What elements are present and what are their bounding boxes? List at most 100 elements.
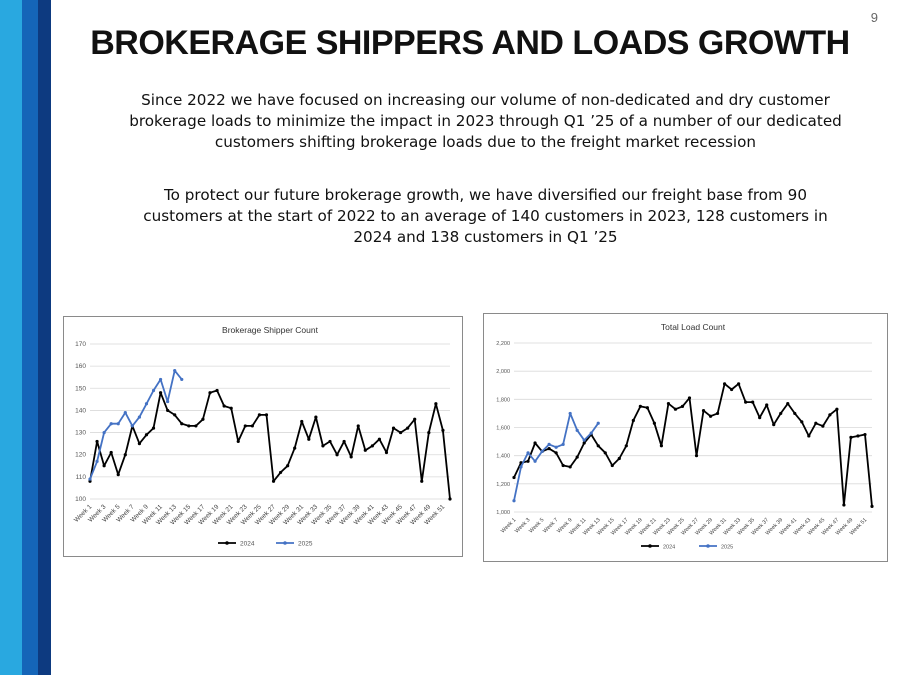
data-point-2024: [342, 439, 346, 444]
data-point-2025: [102, 430, 106, 435]
data-point-2024: [363, 448, 367, 452]
data-point-2024: [448, 497, 452, 501]
y-tick-label: 120: [75, 452, 86, 459]
y-tick-label: 1,600: [496, 426, 510, 432]
data-point-2024: [786, 401, 790, 406]
page-title: BROKERAGE SHIPPERS AND LOADS GROWTH: [90, 24, 850, 62]
data-point-2024: [856, 434, 860, 438]
data-point-2024: [236, 439, 240, 444]
legend-marker-2024: [648, 544, 652, 548]
data-point-2024: [123, 453, 127, 457]
data-point-2025: [575, 428, 579, 432]
legend-label: 2024: [240, 541, 255, 548]
data-point-2025: [561, 442, 565, 446]
data-point-2025: [547, 442, 551, 446]
data-point-2024: [715, 411, 720, 416]
load-count-chart-svg: Total Load Count 1,000 1,200 1,400 1,600 1,80…: [496, 322, 874, 551]
accent-stripe-mid: [22, 0, 38, 675]
data-point-2024: [842, 503, 846, 507]
data-point-2024: [645, 406, 649, 410]
y-tick-label: 150: [75, 385, 86, 392]
data-point-2024: [166, 408, 170, 413]
data-point-2024: [293, 446, 297, 450]
data-point-2024: [434, 402, 438, 406]
data-point-2024: [300, 419, 304, 424]
data-point-2024: [406, 426, 410, 430]
data-point-2024: [229, 406, 233, 410]
data-point-2024: [617, 456, 621, 461]
data-point-2024: [102, 464, 106, 468]
data-point-2024: [793, 411, 797, 416]
y-tick-label: 1,800: [496, 397, 510, 403]
data-point-2024: [194, 424, 198, 428]
data-point-2024: [441, 428, 445, 432]
data-point-2025: [109, 422, 113, 426]
data-point-2025: [533, 459, 537, 463]
data-point-2024: [765, 403, 769, 407]
data-point-2024: [779, 411, 783, 416]
data-point-2025: [88, 477, 92, 481]
data-point-2024: [744, 400, 748, 404]
data-point-2025: [180, 377, 184, 382]
data-point-2024: [286, 464, 290, 468]
data-point-2024: [737, 382, 741, 386]
shipper-count-chart: Brokerage Shipper Count 100 110 120 130 140 15…: [63, 316, 463, 557]
data-point-2025: [519, 465, 523, 469]
data-point-2024: [849, 435, 853, 439]
data-point-2025: [512, 499, 516, 503]
data-point-2024: [180, 422, 184, 426]
data-point-2024: [356, 424, 360, 428]
series-line-2024: [513, 382, 873, 507]
data-point-2024: [321, 444, 325, 448]
data-point-2024: [398, 430, 403, 435]
data-point-2024: [201, 417, 205, 421]
data-point-2025: [582, 438, 586, 442]
data-point-2024: [271, 479, 276, 483]
data-point-2025: [526, 451, 530, 455]
data-point-2024: [215, 388, 219, 393]
data-point-2024: [384, 450, 389, 455]
data-point-2025: [540, 449, 544, 454]
data-point-2025: [589, 431, 593, 435]
legend-label: 2024: [663, 545, 675, 551]
data-point-2025: [123, 411, 127, 415]
y-tick-label: 2,200: [496, 341, 510, 347]
data-point-2024: [420, 479, 424, 483]
data-point-2024: [370, 444, 374, 448]
data-point-2024: [278, 470, 283, 475]
data-point-2024: [694, 454, 699, 458]
legend-label: 2025: [298, 541, 313, 548]
data-point-2024: [751, 400, 755, 404]
data-point-2025: [596, 421, 600, 425]
data-point-2025: [116, 422, 120, 426]
data-point-2024: [391, 426, 396, 430]
data-point-2024: [137, 442, 142, 446]
data-point-2024: [307, 437, 311, 441]
data-point-2024: [116, 473, 120, 477]
data-point-2024: [863, 432, 867, 437]
data-point-2024: [187, 424, 191, 428]
data-point-2024: [264, 413, 269, 417]
data-point-2024: [144, 433, 149, 437]
data-point-2024: [631, 418, 635, 423]
data-point-2024: [800, 420, 804, 424]
legend-marker-2025: [283, 541, 287, 545]
data-point-2024: [638, 404, 642, 408]
paragraph-diversification: To protect our future brokerage growth, …: [143, 186, 828, 246]
data-point-2024: [335, 453, 339, 457]
data-point-2024: [596, 444, 600, 448]
data-point-2025: [151, 388, 156, 393]
data-point-2024: [673, 407, 678, 411]
data-point-2025: [554, 445, 558, 449]
y-tick-label: 1,000: [496, 510, 510, 516]
data-point-2025: [568, 411, 572, 416]
data-point-2024: [835, 407, 839, 411]
legend-marker-2024: [225, 541, 229, 545]
data-point-2024: [512, 475, 516, 480]
data-point-2025: [158, 377, 163, 382]
data-point-2024: [109, 450, 113, 455]
load-count-chart: Total Load Count 1,000 1,200 1,400 1,600 1,80…: [483, 313, 888, 562]
data-point-2024: [158, 391, 163, 395]
data-point-2025: [173, 368, 177, 373]
data-point-2025: [137, 415, 142, 419]
